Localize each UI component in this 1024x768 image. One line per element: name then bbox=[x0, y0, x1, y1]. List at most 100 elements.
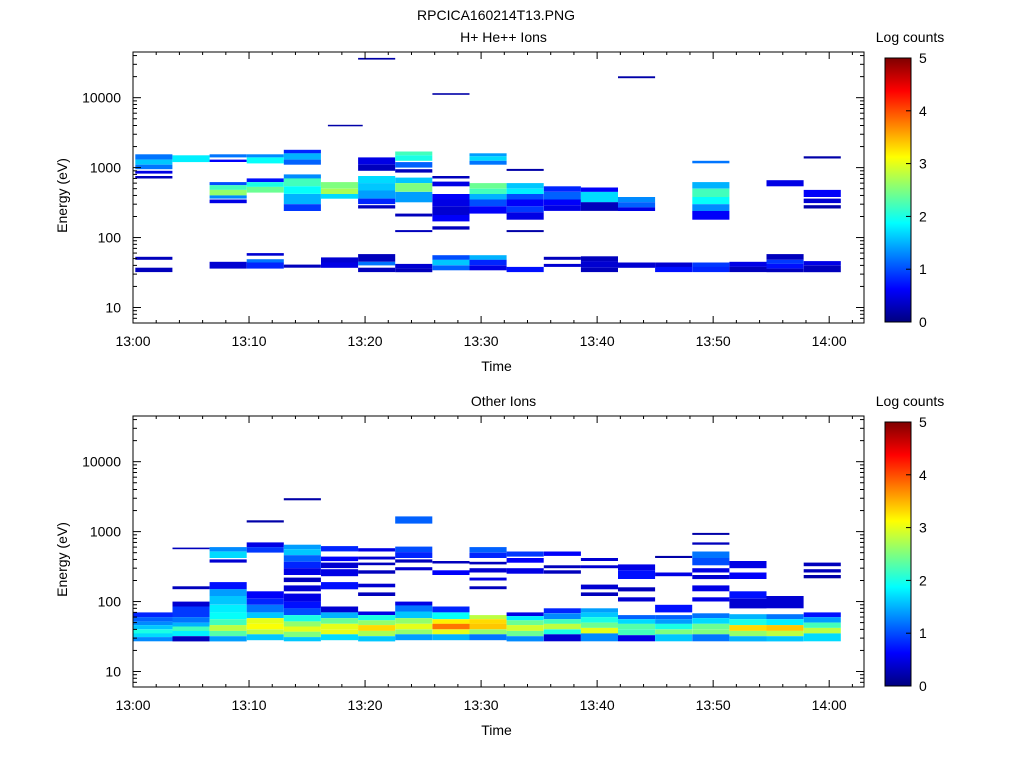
heatmap-cell bbox=[358, 592, 396, 596]
heatmap-cell bbox=[283, 204, 321, 211]
heatmap-cell bbox=[395, 611, 433, 619]
heatmap-cell bbox=[580, 608, 618, 613]
heatmap-cell bbox=[246, 591, 284, 599]
heatmap-cell bbox=[543, 608, 581, 614]
heatmap-cell bbox=[432, 93, 470, 95]
heatmap-cell bbox=[209, 189, 247, 196]
heatmap-cell bbox=[618, 197, 656, 203]
heatmap-cell bbox=[692, 613, 730, 619]
heatmap-cell bbox=[432, 619, 470, 624]
heatmap-cell bbox=[358, 562, 396, 566]
heatmap-cell bbox=[729, 572, 767, 579]
heatmap-cell bbox=[395, 263, 433, 269]
x-tick-label: 13:30 bbox=[464, 697, 499, 713]
x-tick-label: 14:00 bbox=[812, 697, 847, 713]
colorbar-tick-label: 5 bbox=[919, 414, 927, 430]
heatmap-cell bbox=[803, 633, 841, 642]
heatmap-cell bbox=[692, 629, 730, 635]
heatmap-cell bbox=[283, 593, 321, 602]
heatmap-cell bbox=[283, 544, 321, 550]
heatmap-cell bbox=[321, 582, 359, 590]
colorbar-tick-label: 4 bbox=[919, 103, 927, 119]
heatmap-cell bbox=[543, 199, 581, 206]
heatmap-cell bbox=[469, 259, 507, 266]
heatmap-cell bbox=[283, 549, 321, 556]
heatmap-cell bbox=[432, 561, 470, 564]
heatmap-cell bbox=[321, 257, 359, 263]
heatmap-cell bbox=[506, 199, 544, 207]
figure-title: RPCICA160214T13.PNG bbox=[417, 7, 575, 23]
heatmap-cell bbox=[246, 604, 284, 613]
heatmap-cell bbox=[283, 631, 321, 638]
heatmap-cell bbox=[506, 212, 544, 220]
heatmap-cell bbox=[655, 629, 693, 635]
heatmap-cell bbox=[543, 623, 581, 630]
heatmap-cell bbox=[395, 191, 433, 203]
panel-h-he-ions: 13:00 13:10 13:20 13:30 13:40 13:50 14:0010100… bbox=[54, 29, 944, 374]
heatmap-cell bbox=[506, 558, 544, 563]
heatmap-cell bbox=[692, 597, 730, 602]
heatmap-cell bbox=[395, 552, 433, 558]
colorbar-tick-label: 1 bbox=[919, 261, 927, 277]
heatmap-cell bbox=[506, 616, 544, 621]
heatmap-cell bbox=[209, 195, 247, 199]
heatmap-cell bbox=[655, 623, 693, 630]
heatmap-cell bbox=[432, 255, 470, 260]
heatmap-cell bbox=[506, 168, 544, 171]
heatmap-cell bbox=[133, 633, 173, 638]
heatmap-cell bbox=[692, 188, 730, 197]
heatmap-cell bbox=[358, 611, 396, 616]
heatmap-cell bbox=[395, 155, 433, 161]
colorbar-tick-label: 2 bbox=[919, 572, 927, 588]
colorbar-label: Log counts bbox=[876, 393, 945, 409]
heatmap-cell bbox=[358, 636, 396, 642]
heatmap-cell bbox=[580, 565, 618, 569]
heatmap-cell bbox=[469, 568, 507, 573]
heatmap-cell bbox=[580, 633, 618, 642]
heatmap-cell bbox=[135, 267, 173, 273]
heatmap-cell bbox=[469, 206, 507, 214]
heatmap-cell bbox=[395, 634, 433, 641]
heatmap-cell bbox=[395, 618, 433, 624]
heatmap-cell bbox=[766, 263, 804, 269]
heatmap-cell bbox=[358, 57, 396, 60]
plot-frame bbox=[132, 415, 865, 688]
heatmap-cell bbox=[543, 256, 581, 260]
heatmap-cell bbox=[432, 265, 470, 271]
heatmap-cell bbox=[283, 149, 321, 154]
heatmap-cell bbox=[469, 615, 507, 620]
heatmap-cell bbox=[246, 154, 284, 158]
heatmap-cell bbox=[321, 629, 359, 635]
heatmap-cell bbox=[766, 596, 804, 609]
heatmap-cell bbox=[283, 174, 321, 179]
heatmap-cell bbox=[172, 622, 210, 627]
heatmap-cell bbox=[469, 623, 507, 630]
heatmap-cell bbox=[432, 634, 470, 641]
heatmap-cell bbox=[803, 198, 841, 204]
colorbar-tick-label: 3 bbox=[919, 156, 927, 172]
heatmap-cell bbox=[803, 569, 841, 573]
heatmap-cell bbox=[358, 198, 396, 205]
heatmap-cell bbox=[506, 188, 544, 194]
heatmap-cell bbox=[283, 186, 321, 194]
y-axis-label: Energy (eV) bbox=[54, 158, 70, 233]
colorbar-tick-label: 5 bbox=[919, 50, 927, 66]
heatmap-cell bbox=[283, 577, 321, 583]
heatmap-cell bbox=[543, 551, 581, 556]
heatmap-cell bbox=[655, 262, 693, 267]
heatmap-cell bbox=[283, 621, 321, 627]
heatmap-cell bbox=[580, 592, 618, 596]
heatmap-cell bbox=[580, 558, 618, 561]
heatmap-cell bbox=[209, 625, 247, 631]
heatmap-cell bbox=[209, 612, 247, 620]
heatmap-cell bbox=[395, 629, 433, 635]
heatmap-cell bbox=[506, 194, 544, 200]
heatmap-cell bbox=[618, 623, 656, 630]
heatmap-cell bbox=[580, 256, 618, 262]
heatmap-cell bbox=[358, 630, 396, 637]
heatmap-cell bbox=[246, 259, 284, 263]
heatmap-cell bbox=[729, 266, 767, 273]
heatmap-cell bbox=[172, 606, 210, 618]
heatmap-cell bbox=[135, 176, 173, 179]
heatmap-cell bbox=[135, 256, 173, 260]
